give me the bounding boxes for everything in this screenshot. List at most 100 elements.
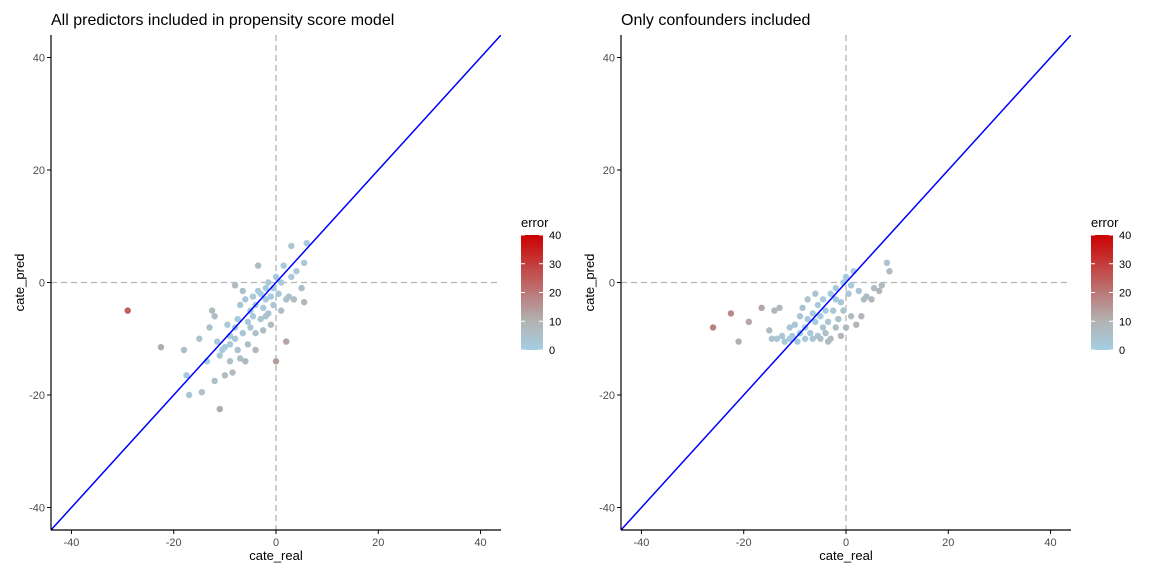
- legend-tick-label: 0: [1119, 345, 1125, 357]
- x-tick-label: -20: [166, 537, 182, 549]
- data-point: [267, 321, 275, 328]
- data-point: [824, 338, 832, 345]
- points-layer: [124, 239, 310, 413]
- data-point: [886, 268, 893, 275]
- data-point: [234, 315, 241, 323]
- data-point: [827, 290, 834, 297]
- data-point: [809, 335, 816, 342]
- data-point: [221, 372, 229, 379]
- data-point: [262, 296, 269, 303]
- data-point: [234, 346, 241, 354]
- data-point: [216, 405, 223, 413]
- data-point: [709, 324, 717, 331]
- data-point: [778, 332, 786, 340]
- data-point: [275, 290, 282, 297]
- legend-tick-label: 40: [1119, 230, 1131, 242]
- data-point: [847, 313, 855, 320]
- data-point: [211, 377, 218, 385]
- data-point: [817, 335, 824, 342]
- data-point: [260, 327, 267, 334]
- x-tick-label: 20: [942, 537, 954, 549]
- data-point: [804, 315, 811, 323]
- y-tick-label: -40: [29, 503, 45, 515]
- panel-1: All predictors included in propensity sc…: [12, 12, 561, 563]
- identity-line: [51, 35, 501, 530]
- data-point: [837, 298, 845, 306]
- data-point: [868, 296, 875, 303]
- data-point: [231, 282, 239, 289]
- data-point: [206, 324, 213, 331]
- y-axis-label: cate_pred: [582, 254, 597, 312]
- data-point: [249, 293, 257, 300]
- legend-tick-label: 10: [549, 316, 561, 328]
- x-tick-label: 0: [843, 537, 849, 549]
- data-point: [265, 279, 272, 286]
- data-point: [288, 273, 295, 281]
- legend-tick-label: 30: [1119, 259, 1131, 271]
- data-point: [252, 346, 259, 354]
- data-point: [858, 313, 865, 320]
- data-point: [776, 304, 783, 312]
- legend-tick-label: 30: [549, 259, 561, 271]
- y-tick-label: 40: [33, 53, 45, 65]
- data-point: [213, 338, 221, 345]
- x-tick-label: 40: [474, 537, 486, 549]
- data-point: [257, 290, 264, 297]
- legend-tick-label: 20: [549, 288, 561, 300]
- x-axis-label: cate_real: [819, 548, 873, 563]
- color-legend: error 0 10 20 30 40: [1091, 215, 1131, 357]
- data-point: [791, 321, 799, 328]
- data-point: [768, 335, 776, 342]
- x-tick-label: 40: [1044, 537, 1056, 549]
- data-point: [801, 335, 809, 342]
- data-point: [185, 391, 193, 399]
- data-point: [277, 307, 285, 314]
- data-point: [735, 338, 742, 345]
- data-point: [876, 287, 883, 295]
- data-point: [771, 307, 778, 314]
- y-tick-label: 0: [39, 278, 45, 290]
- data-point: [817, 313, 824, 320]
- data-point: [244, 318, 252, 326]
- data-point: [855, 287, 862, 295]
- data-point: [832, 284, 839, 292]
- y-tick-label: 0: [609, 278, 615, 290]
- data-point: [786, 324, 793, 331]
- data-point: [262, 284, 269, 292]
- data-point: [239, 287, 246, 295]
- data-point: [745, 318, 753, 326]
- data-point: [832, 296, 839, 303]
- x-tick-label: 0: [273, 537, 279, 549]
- data-point: [773, 335, 781, 342]
- data-point: [812, 318, 819, 326]
- data-point: [830, 307, 837, 314]
- data-point: [247, 324, 254, 331]
- legend-tick-label: 40: [549, 230, 561, 242]
- data-point: [224, 321, 231, 328]
- data-point: [794, 338, 801, 345]
- data-point: [270, 301, 277, 309]
- data-point: [157, 343, 165, 351]
- data-point: [842, 273, 850, 281]
- data-point: [221, 343, 229, 351]
- data-point: [290, 296, 298, 303]
- data-point: [863, 293, 870, 300]
- data-point: [180, 346, 188, 354]
- data-point: [252, 329, 259, 337]
- data-point: [840, 307, 847, 314]
- y-tick-label: -40: [599, 503, 615, 515]
- data-point: [789, 332, 796, 340]
- legend-tick-label: 0: [549, 345, 555, 357]
- data-point: [303, 239, 310, 247]
- x-tick-label: 20: [372, 537, 384, 549]
- data-point: [799, 304, 806, 312]
- legend-tick-label: 10: [1119, 316, 1131, 328]
- data-point: [242, 358, 249, 365]
- data-point: [796, 313, 804, 320]
- data-point: [819, 296, 827, 303]
- data-point: [832, 324, 839, 331]
- data-point: [883, 259, 891, 267]
- data-point: [835, 315, 842, 323]
- y-tick-label: -20: [29, 390, 45, 402]
